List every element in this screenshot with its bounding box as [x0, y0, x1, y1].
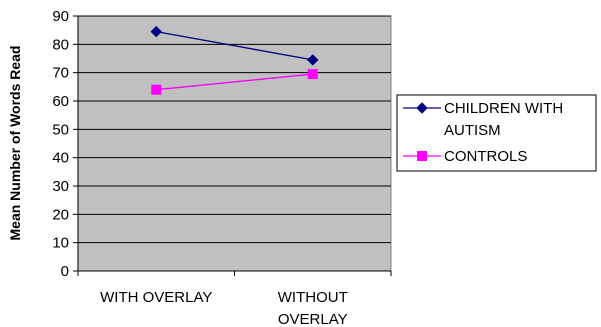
series-line-1: [156, 73, 313, 91]
y-tick-label: 90: [52, 8, 69, 25]
data-point-1-0: [151, 84, 162, 95]
y-tick-label: 40: [52, 150, 69, 167]
legend-marker-1: [417, 151, 427, 161]
data-point-0-0: [150, 25, 162, 38]
y-tick-label: 70: [52, 65, 69, 82]
y-tick-label: 0: [61, 263, 69, 280]
plot-area: [77, 15, 392, 272]
data-point-1-1: [307, 69, 318, 80]
y-axis-ticks: 0 10 20 30 40 50 60 70 80 90: [52, 8, 78, 280]
y-tick-label: 60: [52, 93, 69, 110]
legend: CHILDREN WITH AUTISM CONTROLS: [403, 100, 563, 165]
legend-label-0: CHILDREN WITH AUTISM: [444, 100, 563, 139]
y-tick-label: 20: [52, 206, 69, 223]
y-tick-label: 80: [52, 36, 69, 53]
x-tick-label: WITHOUT OVERLAY: [278, 289, 348, 327]
y-tick-label: 10: [52, 235, 69, 252]
gridlines: [78, 15, 391, 244]
x-tick-label: WITH OVERLAY: [100, 289, 212, 306]
data-point-0-1: [307, 54, 319, 66]
series-line-0: [156, 30, 313, 61]
data-series: [150, 25, 319, 95]
y-tick-label: 50: [52, 121, 69, 138]
legend-marker-0: [416, 102, 428, 114]
legend-label-1: CONTROLS: [444, 148, 527, 165]
y-tick-label: 30: [52, 178, 69, 195]
y-axis-title: Mean Number of Words Read: [7, 46, 23, 241]
x-axis-ticks: WITH OVERLAY WITHOUT OVERLAY: [77, 271, 392, 327]
